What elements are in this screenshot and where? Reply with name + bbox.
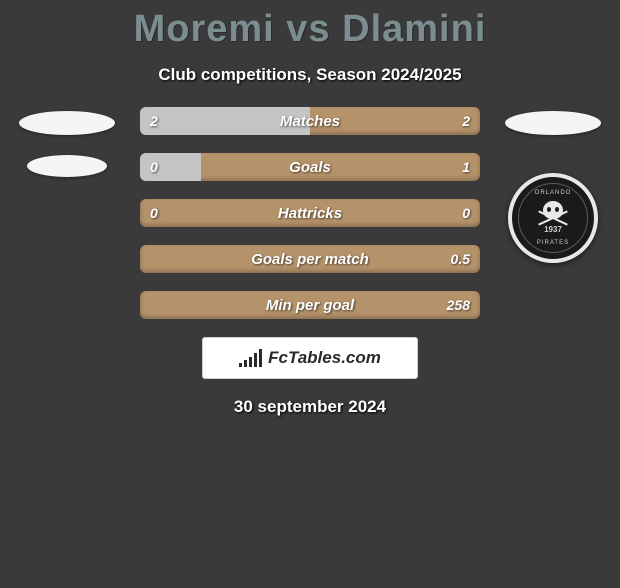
crest-inner: ORLANDO 1937 PIRATES — [518, 183, 588, 253]
stat-row: 2Matches2 — [140, 107, 480, 135]
stat-label: Matches — [140, 107, 480, 135]
main-row: 2Matches20Goals10Hattricks0Goals per mat… — [0, 107, 620, 319]
crest-text-bottom: PIRATES — [537, 240, 569, 246]
right-player-col: ORLANDO 1937 PIRATES — [498, 107, 608, 263]
right-player-avatar-placeholder — [505, 111, 601, 135]
left-player-col — [12, 107, 122, 177]
stat-label: Hattricks — [140, 199, 480, 227]
stat-row: 0Goals1 — [140, 153, 480, 181]
stat-value-right: 1 — [462, 153, 470, 181]
stat-label: Min per goal — [140, 291, 480, 319]
wm-bar — [259, 349, 262, 367]
stat-label: Goals per match — [140, 245, 480, 273]
stat-bars: 2Matches20Goals10Hattricks0Goals per mat… — [140, 107, 480, 319]
watermark-text: FcTables.com — [268, 348, 381, 368]
stat-value-right: 0 — [462, 199, 470, 227]
stat-row: Min per goal258 — [140, 291, 480, 319]
crest-text-top: ORLANDO — [535, 190, 572, 196]
watermark: FcTables.com — [202, 337, 418, 379]
bar-chart-icon — [239, 349, 262, 367]
subtitle: Club competitions, Season 2024/2025 — [0, 65, 620, 85]
date-line: 30 september 2024 — [0, 397, 620, 417]
wm-bar — [239, 363, 242, 367]
stat-row: Goals per match0.5 — [140, 245, 480, 273]
wm-bar — [249, 357, 252, 367]
left-club-crest-placeholder — [27, 155, 107, 177]
stat-value-right: 2 — [462, 107, 470, 135]
crest-year: 1937 — [544, 225, 562, 234]
stat-value-right: 258 — [447, 291, 470, 319]
wm-bar — [254, 353, 257, 367]
stat-value-right: 0.5 — [451, 245, 470, 273]
stat-row: 0Hattricks0 — [140, 199, 480, 227]
right-club-crest: ORLANDO 1937 PIRATES — [508, 173, 598, 263]
left-player-avatar-placeholder — [19, 111, 115, 135]
page-title: Moremi vs Dlamini — [0, 8, 620, 51]
stat-label: Goals — [140, 153, 480, 181]
wm-bar — [244, 360, 247, 367]
